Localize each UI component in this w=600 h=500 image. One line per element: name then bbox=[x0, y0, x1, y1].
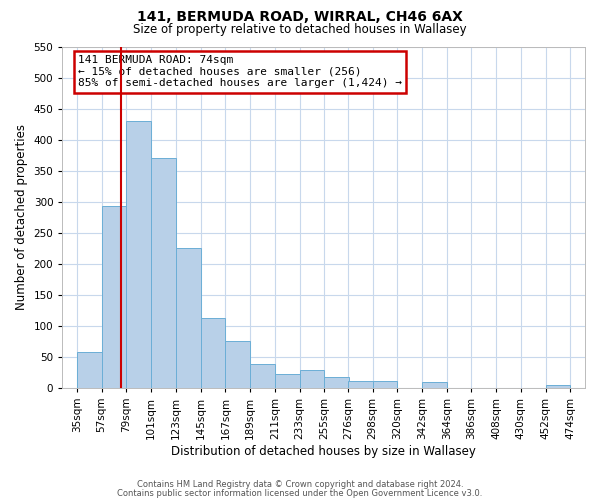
Bar bbox=[348, 381, 373, 388]
Text: 141 BERMUDA ROAD: 74sqm
← 15% of detached houses are smaller (256)
85% of semi-d: 141 BERMUDA ROAD: 74sqm ← 15% of detache… bbox=[78, 55, 402, 88]
Bar bbox=[151, 158, 176, 388]
Bar bbox=[101, 206, 127, 388]
Bar bbox=[77, 352, 101, 388]
Bar bbox=[324, 376, 349, 388]
Bar bbox=[226, 340, 250, 388]
Text: Size of property relative to detached houses in Wallasey: Size of property relative to detached ho… bbox=[133, 22, 467, 36]
Bar bbox=[250, 364, 275, 388]
Bar bbox=[275, 374, 299, 388]
Text: 141, BERMUDA ROAD, WIRRAL, CH46 6AX: 141, BERMUDA ROAD, WIRRAL, CH46 6AX bbox=[137, 10, 463, 24]
Bar bbox=[373, 381, 397, 388]
X-axis label: Distribution of detached houses by size in Wallasey: Distribution of detached houses by size … bbox=[171, 444, 476, 458]
Text: Contains public sector information licensed under the Open Government Licence v3: Contains public sector information licen… bbox=[118, 489, 482, 498]
Bar bbox=[176, 248, 200, 388]
Bar bbox=[127, 121, 151, 388]
Text: Contains HM Land Registry data © Crown copyright and database right 2024.: Contains HM Land Registry data © Crown c… bbox=[137, 480, 463, 489]
Bar bbox=[200, 318, 226, 388]
Y-axis label: Number of detached properties: Number of detached properties bbox=[15, 124, 28, 310]
Bar bbox=[299, 370, 324, 388]
Bar bbox=[422, 382, 447, 388]
Bar bbox=[545, 384, 571, 388]
